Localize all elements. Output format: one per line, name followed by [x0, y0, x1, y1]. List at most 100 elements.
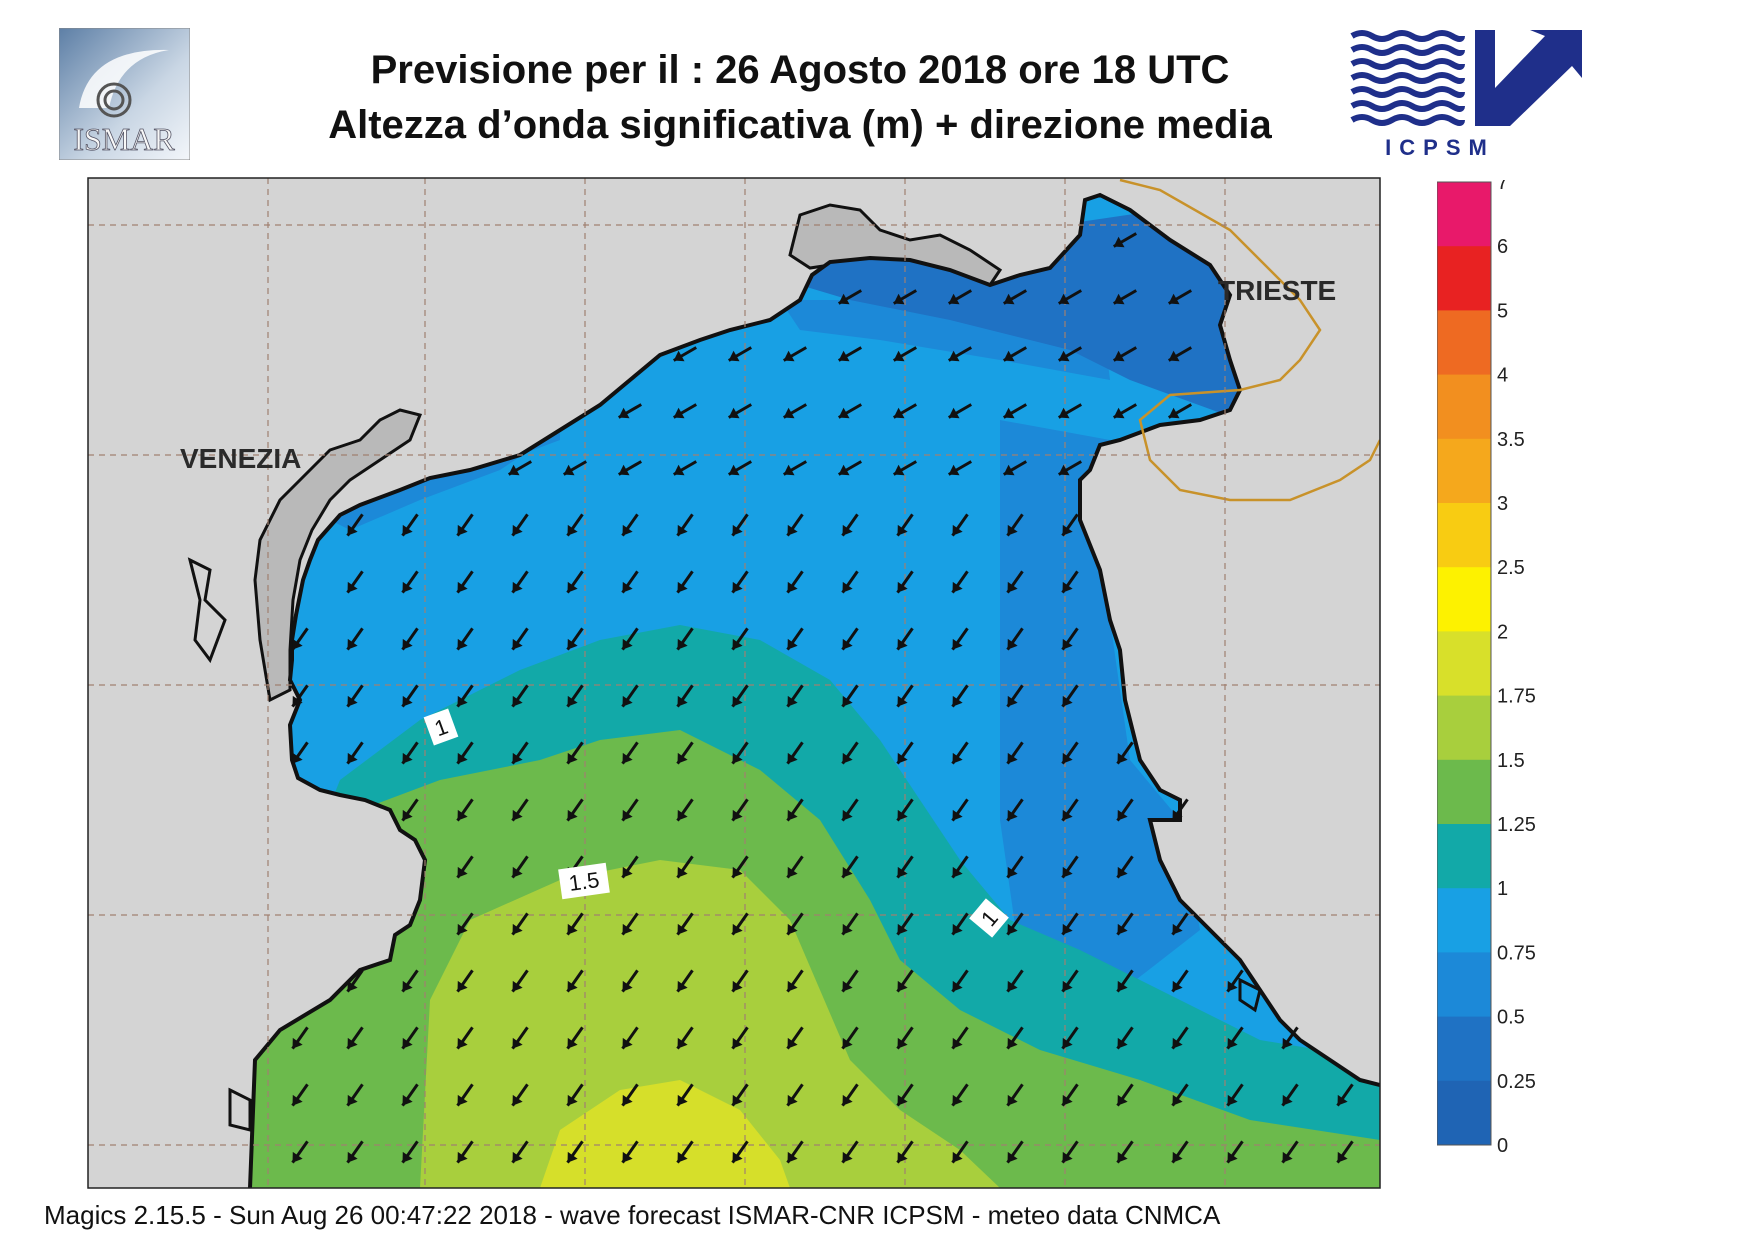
direction-arrow	[1006, 1026, 1024, 1050]
direction-arrow	[841, 570, 859, 594]
direction-arrow	[947, 346, 973, 362]
direction-arrow	[511, 912, 529, 936]
direction-arrow	[786, 513, 804, 537]
direction-arrow	[731, 912, 749, 936]
legend-label: 3.5	[1497, 429, 1525, 451]
direction-arrow	[566, 570, 584, 594]
direction-arrow	[1171, 1083, 1189, 1107]
direction-arrow	[1112, 232, 1138, 248]
direction-arrow	[676, 969, 694, 993]
direction-arrow	[1167, 289, 1193, 305]
legend-label: 0.75	[1497, 942, 1536, 964]
direction-arrow	[621, 513, 639, 537]
direction-arrow	[947, 403, 973, 419]
direction-arrow	[837, 289, 863, 305]
icpsm-logo-icon: ICPSM	[1350, 30, 1582, 160]
direction-arrow	[676, 855, 694, 879]
legend-label: 0.5	[1497, 1007, 1525, 1029]
direction-arrow	[731, 1026, 749, 1050]
direction-arrow	[1061, 855, 1079, 879]
direction-arrow	[1006, 912, 1024, 936]
direction-arrow	[1116, 1083, 1134, 1107]
direction-arrow	[841, 627, 859, 651]
direction-arrow	[786, 912, 804, 936]
contour-label: 1	[423, 708, 459, 746]
direction-arrow	[401, 1083, 419, 1107]
direction-arrow	[511, 684, 529, 708]
direction-arrow	[731, 1083, 749, 1107]
direction-arrow	[1171, 798, 1189, 822]
direction-arrow	[896, 684, 914, 708]
legend-label: 6	[1497, 236, 1508, 258]
direction-arrow	[511, 855, 529, 879]
direction-arrow	[456, 570, 474, 594]
direction-arrow	[896, 741, 914, 765]
legend-color-band	[1437, 567, 1491, 632]
direction-arrow	[841, 684, 859, 708]
direction-arrow	[1002, 403, 1028, 419]
direction-arrow	[951, 855, 969, 879]
direction-arrow	[401, 798, 419, 822]
direction-arrow	[841, 513, 859, 537]
direction-arrow	[291, 627, 309, 651]
direction-arrow	[621, 1083, 639, 1107]
footer-credits: Magics 2.15.5 - Sun Aug 26 00:47:22 2018…	[44, 1200, 1221, 1230]
direction-arrow	[1061, 969, 1079, 993]
direction-arrow	[346, 684, 364, 708]
direction-arrow	[566, 741, 584, 765]
direction-arrow	[621, 684, 639, 708]
direction-arrow	[456, 513, 474, 537]
direction-arrow	[727, 460, 753, 476]
direction-arrow	[1281, 1140, 1299, 1164]
direction-arrow	[291, 1140, 309, 1164]
direction-arrow	[1061, 741, 1079, 765]
direction-arrow	[1336, 1140, 1354, 1164]
icpsm-logo-text: ICPSM	[1385, 135, 1495, 160]
direction-arrow	[511, 1083, 529, 1107]
direction-arrow	[346, 741, 364, 765]
legend-label: 4	[1497, 365, 1508, 387]
direction-arrow	[1281, 1026, 1299, 1050]
direction-arrow	[947, 289, 973, 305]
direction-arrow	[1057, 403, 1083, 419]
direction-arrow	[676, 1140, 694, 1164]
direction-arrow	[1226, 969, 1244, 993]
direction-arrow	[782, 460, 808, 476]
legend-label: 7	[1497, 180, 1508, 194]
direction-arrow	[617, 403, 643, 419]
legend-color-band	[1437, 759, 1491, 825]
direction-arrow	[951, 1140, 969, 1164]
direction-arrow	[896, 969, 914, 993]
direction-arrow	[566, 798, 584, 822]
direction-arrow	[1057, 346, 1083, 362]
direction-arrow	[1057, 289, 1083, 305]
direction-arrow	[786, 741, 804, 765]
legend-label: 1	[1497, 878, 1508, 900]
direction-arrow	[401, 570, 419, 594]
direction-arrow	[892, 289, 918, 305]
direction-arrow	[731, 513, 749, 537]
wave-direction-arrows	[291, 232, 1354, 1164]
direction-arrow	[346, 969, 364, 993]
direction-arrow	[1112, 346, 1138, 362]
city-label-venezia: VENEZIA	[180, 443, 301, 474]
direction-arrow	[621, 570, 639, 594]
direction-arrow	[1057, 460, 1083, 476]
direction-arrow	[1006, 969, 1024, 993]
direction-arrow	[1061, 912, 1079, 936]
direction-arrow	[951, 741, 969, 765]
direction-arrow	[1116, 912, 1134, 936]
direction-arrow	[456, 627, 474, 651]
direction-arrow	[841, 912, 859, 936]
direction-arrow	[731, 798, 749, 822]
direction-arrow	[1061, 1083, 1079, 1107]
direction-arrow	[1112, 289, 1138, 305]
legend-label: 1.5	[1497, 750, 1525, 772]
direction-arrow	[401, 741, 419, 765]
legend-color-band	[1437, 438, 1491, 504]
direction-arrow	[727, 403, 753, 419]
direction-arrow	[562, 460, 588, 476]
direction-arrow	[1116, 741, 1134, 765]
direction-arrow	[837, 346, 863, 362]
direction-arrow	[511, 627, 529, 651]
